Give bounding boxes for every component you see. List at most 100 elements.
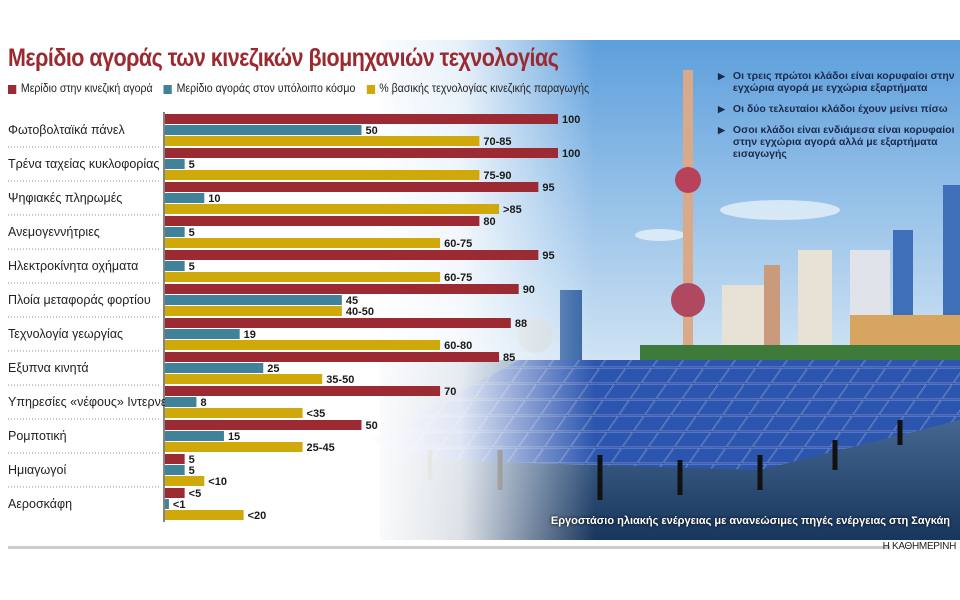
legend-label: Μερίδιο αγοράς στον υπόλοιπο κόσμο xyxy=(176,83,356,95)
legend: Μερίδιο στην κινεζική αγορά Μερίδιο αγορ… xyxy=(8,83,589,95)
note-text: Οι τρεις πρώτοι κλάδοι είναι κορυφαίοι σ… xyxy=(732,70,955,94)
data-label: 50 xyxy=(366,125,378,137)
photo-caption: Εργοστάσιο ηλιακής ενέργειας με ανανεώσι… xyxy=(550,515,950,527)
legend-label: Μερίδιο στην κινεζική αγορά xyxy=(20,83,153,95)
legend-item-core-tech: % βασικής τεχνολογίας κινεζικής παραγωγή… xyxy=(366,83,589,95)
bar xyxy=(165,182,539,192)
footer-rule xyxy=(8,546,890,549)
legend-item-world-market: Μερίδιο αγοράς στον υπόλοιπο κόσμο xyxy=(163,83,356,95)
data-label: <35 xyxy=(307,408,326,420)
bar xyxy=(165,329,240,339)
bar xyxy=(165,488,185,498)
bar xyxy=(165,114,558,124)
data-label: 90 xyxy=(523,284,535,296)
bar xyxy=(165,216,480,226)
bar xyxy=(165,238,441,248)
bar xyxy=(165,352,500,362)
legend-label: % βασικής τεχνολογίας κινεζικής παραγωγή… xyxy=(379,83,590,95)
data-label: 100 xyxy=(562,148,580,160)
bar xyxy=(165,408,303,418)
bar xyxy=(165,148,558,158)
bar xyxy=(165,386,441,396)
bar xyxy=(165,284,519,294)
data-label: <20 xyxy=(248,510,267,522)
category-label: Ηλεκτροκίνητα οχήματα xyxy=(8,259,138,273)
bar xyxy=(165,363,264,373)
category-label: Ψηφιακές πληρωμές xyxy=(8,191,122,205)
data-label: 70 xyxy=(444,386,456,398)
legend-swatch xyxy=(163,84,173,94)
data-label: <1 xyxy=(173,499,186,511)
data-label: 5 xyxy=(189,454,195,466)
bar-chart: Φωτοβολταϊκά πάνελ 100 50 70-85 Τρένα ταχεία… xyxy=(8,112,580,522)
data-label: 5 xyxy=(189,227,195,239)
data-label: 10 xyxy=(208,193,220,205)
bar xyxy=(165,261,185,271)
data-label: 95 xyxy=(542,182,554,194)
category-label: Αεροσκάφη xyxy=(8,497,72,511)
data-label: 88 xyxy=(515,318,527,330)
bar xyxy=(165,193,205,203)
data-label: 75-90 xyxy=(483,170,511,182)
bar xyxy=(165,125,362,135)
data-label: 40-50 xyxy=(346,306,374,318)
category-label: Εξυπνα κινητά xyxy=(8,361,89,375)
data-label: >85 xyxy=(503,204,522,216)
bar xyxy=(165,136,480,146)
data-label: 85 xyxy=(503,352,515,364)
category-label: Τρένα ταχείας κυκλοφορίας xyxy=(8,157,159,171)
triangle-bullet-icon: ▶ xyxy=(718,104,725,114)
legend-item-china-market: Μερίδιο στην κινεζική αγορά xyxy=(8,83,153,95)
data-label: 25 xyxy=(267,363,279,375)
bar xyxy=(165,442,303,452)
bar xyxy=(165,510,244,520)
note-item: ▶ Οι δύο τελευταίοι κλάδοι έχουν μείνει π… xyxy=(718,103,958,115)
data-label: <5 xyxy=(189,488,202,500)
legend-swatch xyxy=(366,84,375,94)
bar xyxy=(165,499,169,509)
data-label: 8 xyxy=(200,397,206,409)
data-label: 60-75 xyxy=(444,238,472,250)
data-label: 95 xyxy=(542,250,554,262)
data-label: 25-45 xyxy=(307,442,335,454)
bar xyxy=(165,295,342,305)
data-label: 5 xyxy=(189,261,195,273)
data-label: 5 xyxy=(189,465,195,477)
notes-list: ▶ Οι τρεις πρώτοι κλάδοι είναι κορυφαίοι … xyxy=(718,70,958,169)
triangle-bullet-icon: ▶ xyxy=(718,71,725,81)
data-label: 45 xyxy=(346,295,358,307)
bar xyxy=(165,431,224,441)
data-label: 100 xyxy=(562,114,580,126)
bar xyxy=(165,272,441,282)
data-label: 60-80 xyxy=(444,340,472,352)
data-label: 70-85 xyxy=(483,136,511,148)
bar xyxy=(165,170,480,180)
category-label: Φωτοβολταϊκά πάνελ xyxy=(8,123,125,137)
category-label: Τεχνολογία γεωργίας xyxy=(8,327,123,341)
bar xyxy=(165,159,185,169)
bar xyxy=(165,306,342,316)
data-label: 80 xyxy=(483,216,495,228)
legend-swatch xyxy=(8,84,17,94)
data-label: 50 xyxy=(366,420,378,432)
bar xyxy=(165,465,185,475)
category-label: Ανεμογεννήτριες xyxy=(8,225,100,239)
category-label: Πλοία μεταφοράς φορτίου xyxy=(8,293,151,307)
note-text: Οι δύο τελευταίοι κλάδοι έχουν μείνει πί… xyxy=(732,103,948,115)
bar xyxy=(165,340,441,350)
bar xyxy=(165,420,362,430)
note-text: Οσοι κλάδοι είναι ενδιάμεσα είναι κορυφα… xyxy=(732,124,955,160)
note-item: ▶ Οσοι κλάδοι είναι ενδιάμεσα είναι κορυφ… xyxy=(718,124,958,160)
category-label: Ημιαγωγοί xyxy=(8,463,66,477)
note-item: ▶ Οι τρεις πρώτοι κλάδοι είναι κορυφαίοι … xyxy=(718,70,958,94)
data-label: <10 xyxy=(208,476,227,488)
triangle-bullet-icon: ▶ xyxy=(718,125,725,135)
publisher-brand: Η ΚΑΘΗΜΕΡΙΝΗ xyxy=(882,541,957,552)
bar xyxy=(165,454,185,464)
category-label: Υπηρεσίες «νέφους» Ιντερνετ xyxy=(8,395,171,409)
bar xyxy=(165,397,197,407)
bar xyxy=(165,204,500,214)
data-label: 35-50 xyxy=(326,374,354,386)
bar xyxy=(165,227,185,237)
bar xyxy=(165,476,205,486)
